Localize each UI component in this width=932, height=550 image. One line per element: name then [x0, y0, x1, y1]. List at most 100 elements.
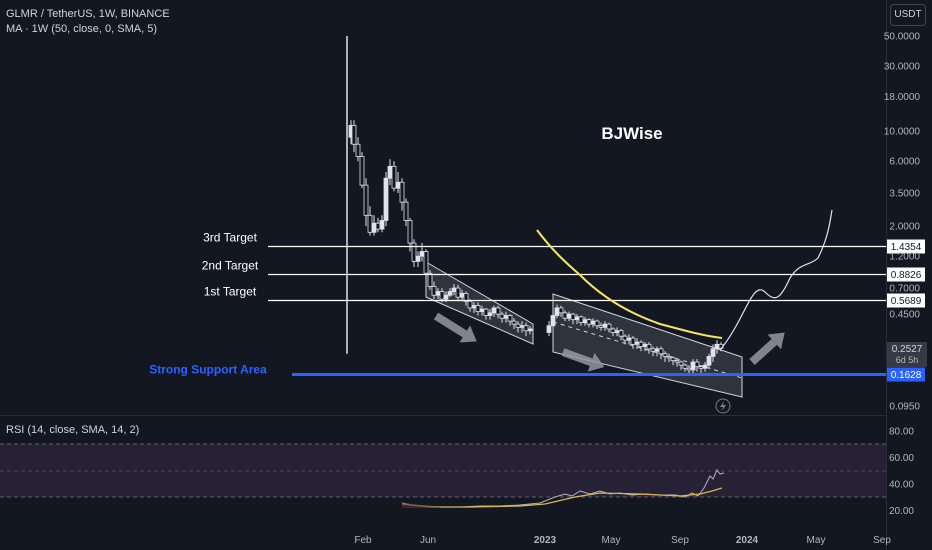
candle-body: [515, 323, 521, 328]
watermark: BJWise: [601, 124, 662, 143]
price-tick-label: 2.0000: [889, 222, 920, 233]
channel-mid: [552, 321, 743, 379]
candle-body: [527, 328, 533, 332]
candle-body: [451, 287, 457, 292]
candle-body: [654, 348, 660, 352]
candle-body: [363, 184, 369, 216]
candle-body: [403, 201, 409, 221]
candle-body: [435, 291, 441, 296]
candle-body: [606, 323, 612, 330]
candle-body: [686, 367, 692, 371]
candle-body: [411, 242, 417, 262]
candle-body: [487, 312, 493, 316]
candle-body: [375, 222, 381, 230]
candle-body: [419, 251, 425, 257]
candle-body: [594, 320, 600, 327]
rsi-tick-label: 20.00: [889, 506, 914, 517]
candle-body: [395, 181, 401, 189]
candle-body: [359, 156, 365, 186]
candle-body: [423, 251, 429, 274]
time-tick-label: Sep: [671, 535, 689, 546]
candle-body: [570, 313, 576, 321]
price-tick-label: 50.0000: [884, 32, 921, 43]
candle-body: [642, 343, 648, 347]
rsi-tick-label: 60.00: [889, 453, 914, 464]
candle-body: [507, 315, 513, 322]
candle-body: [407, 220, 413, 244]
candle-body: [622, 335, 628, 341]
candle-body: [614, 330, 620, 333]
candle-body: [702, 364, 708, 369]
candle-body: [371, 222, 377, 233]
lightning-icon[interactable]: [715, 398, 731, 414]
ma-indicator-label[interactable]: MA · 1W (50, close, 0, SMA, 5): [6, 23, 157, 35]
candle-body: [495, 307, 501, 315]
candle-body: [491, 307, 497, 314]
level-label: 3rd Target: [203, 231, 257, 245]
candle-body: [519, 325, 525, 328]
level-price: 0.5689: [891, 296, 922, 307]
price-tick-label: 6.0000: [889, 157, 920, 168]
level-price: 0.8826: [891, 270, 922, 281]
projection-line: [719, 209, 833, 351]
candle-body: [367, 214, 373, 233]
candle-body: [626, 337, 632, 341]
arrow-up: [749, 332, 785, 365]
symbol-title[interactable]: GLMR / TetherUS, 1W, BINANCE: [6, 8, 170, 20]
price-tick-label: 30.0000: [884, 62, 921, 73]
time-tick-label: 2024: [736, 535, 759, 546]
currency-button[interactable]: USDT: [890, 4, 926, 26]
level-price: 0.1628: [891, 370, 922, 381]
candle-body: [634, 341, 640, 345]
candle-body: [602, 323, 608, 328]
arrow-down-2: [561, 348, 605, 372]
rsi-tick-label: 80.00: [889, 426, 914, 437]
candle-body: [562, 312, 568, 319]
candle-body: [443, 294, 449, 300]
candle-body: [511, 320, 517, 325]
candle-body: [558, 307, 564, 314]
rsi-tick-label: 40.00: [889, 479, 914, 490]
level-price: 1.4354: [891, 242, 922, 253]
candle-body: [582, 319, 588, 324]
candle-body: [706, 356, 712, 366]
candle-body: [483, 308, 489, 316]
time-tick-label: Jun: [420, 535, 436, 546]
candle-body: [471, 305, 477, 309]
level-price-badge: [887, 293, 925, 308]
last-price: 0.2527: [892, 344, 923, 355]
candle-body: [618, 330, 624, 337]
rsi-indicator-label[interactable]: RSI (14, close, SMA, 14, 2): [6, 424, 140, 436]
time-tick-label: Sep: [873, 535, 891, 546]
candle-body: [690, 361, 696, 371]
candle-body: [682, 364, 688, 369]
level-price-badge: [887, 367, 925, 382]
candle-body: [546, 325, 552, 333]
candle-body: [638, 341, 644, 347]
arrow-down-1: [433, 312, 477, 343]
candle-body: [678, 361, 684, 366]
candle-body: [499, 313, 505, 319]
candle-body: [523, 325, 529, 332]
level-label: 1st Target: [204, 285, 257, 299]
price-tick-label: 0.0950: [889, 402, 920, 413]
level-label: Strong Support Area: [149, 363, 267, 377]
candle-body: [355, 143, 361, 157]
candle-body: [379, 220, 385, 230]
candle-body: [475, 305, 481, 312]
candle-body: [610, 328, 616, 333]
candle-body: [574, 316, 580, 321]
candle-body: [427, 272, 433, 287]
candle-body: [550, 315, 556, 327]
ma-line: [536, 229, 723, 339]
time-tick-label: May: [602, 535, 621, 546]
level-label: 2nd Target: [202, 259, 259, 273]
candle-body: [439, 291, 445, 300]
time-tick-label: 2023: [534, 535, 557, 546]
countdown: 6d 5h: [896, 355, 919, 365]
candle-body: [658, 348, 664, 355]
candle-body: [387, 165, 393, 179]
candle-body: [694, 361, 700, 368]
candle-body: [383, 177, 389, 221]
